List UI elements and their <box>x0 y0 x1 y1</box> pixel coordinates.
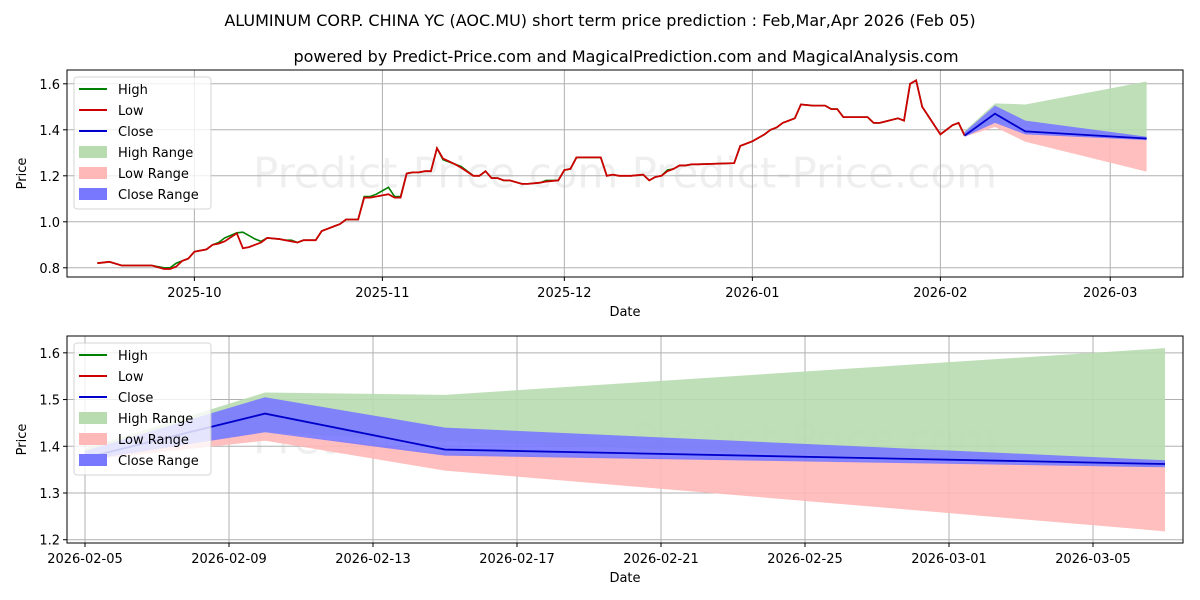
x-tick-label: 2026-02-25 <box>767 552 843 567</box>
legend-box <box>73 342 212 476</box>
legend-label-high-range: High Range <box>118 412 193 427</box>
y-tick-label: 1.2 <box>39 534 60 549</box>
y-tick-label: 1.5 <box>39 394 60 409</box>
legend-swatch-low-range <box>79 433 107 445</box>
y-tick-label: 1.6 <box>39 347 60 362</box>
legend-box <box>73 76 212 210</box>
legend-label-high: High <box>118 349 148 364</box>
legend-label-low: Low <box>118 104 144 119</box>
bottom-panel: Predict-Price.com Predict-Price.com2026-… <box>15 335 1184 586</box>
legend-swatch-low-range <box>79 167 107 179</box>
legend-label-close: Close <box>118 125 153 140</box>
high-range-band <box>85 348 1165 468</box>
y-tick-label: 1.4 <box>39 440 60 455</box>
chart-subtitle: powered by Predict-Price.com and Magical… <box>293 47 958 66</box>
legend-swatch-close-range <box>79 454 107 466</box>
watermark-text: Predict-Price.com Predict-Price.com <box>253 149 997 198</box>
close-series-line <box>964 112 1147 140</box>
y-axis-label: Price <box>15 424 30 456</box>
x-tick-label: 2026-02-09 <box>191 552 267 567</box>
legend-swatch-high-range <box>79 412 107 424</box>
chart-title: ALUMINUM CORP. CHINA YC (AOC.MU) short t… <box>224 11 975 30</box>
x-tick-label: 2026-03-01 <box>911 552 987 567</box>
y-tick-label: 1.4 <box>39 124 60 139</box>
x-tick-label: 2026-01 <box>725 286 779 301</box>
y-tick-label: 1.3 <box>39 487 60 502</box>
low-range-band <box>85 432 1165 532</box>
y-tick-label: 1.0 <box>39 216 60 231</box>
legend-swatch-high-range <box>79 146 107 158</box>
legend-label-high: High <box>118 83 148 98</box>
axes-frame <box>66 69 1184 278</box>
x-tick-label: 2026-02-21 <box>623 552 699 567</box>
x-tick-label: 2026-02-17 <box>479 552 555 567</box>
x-tick-label: 2026-02-05 <box>47 552 123 567</box>
legend-label-close-range: Close Range <box>118 454 199 469</box>
x-tick-label: 2025-12 <box>537 286 591 301</box>
low-range-band <box>964 122 1147 172</box>
axes-frame <box>66 335 1184 544</box>
high-range-band <box>964 81 1147 141</box>
x-axis-label: Date <box>609 571 640 586</box>
y-tick-label: 1.2 <box>39 170 60 185</box>
y-tick-label: 1.6 <box>39 78 60 93</box>
x-tick-label: 2026-02-13 <box>335 552 411 567</box>
y-axis-label: Price <box>15 158 30 190</box>
low-series-line <box>97 78 966 270</box>
top-panel: Predict-Price.com Predict-Price.com 2025-… <box>15 69 1184 320</box>
legend-label-close: Close <box>118 391 153 406</box>
legend-label-low-range: Low Range <box>118 433 189 448</box>
y-tick-label: 0.8 <box>39 262 60 277</box>
close-range-band <box>964 105 1147 141</box>
x-tick-label: 2025-11 <box>355 286 409 301</box>
legend-label-low-range: Low Range <box>118 167 189 182</box>
x-tick-label: 2026-02 <box>913 286 967 301</box>
legend-label-close-range: Close Range <box>118 188 199 203</box>
close-range-band <box>85 397 1165 468</box>
x-tick-label: 2026-03 <box>1083 286 1137 301</box>
x-axis-label: Date <box>609 305 640 320</box>
legend-label-low: Low <box>118 370 144 385</box>
legend-label-high-range: High Range <box>118 146 193 161</box>
x-tick-label: 2026-03-05 <box>1055 552 1131 567</box>
x-tick-label: 2025-10 <box>167 286 221 301</box>
legend-swatch-close-range <box>79 188 107 200</box>
